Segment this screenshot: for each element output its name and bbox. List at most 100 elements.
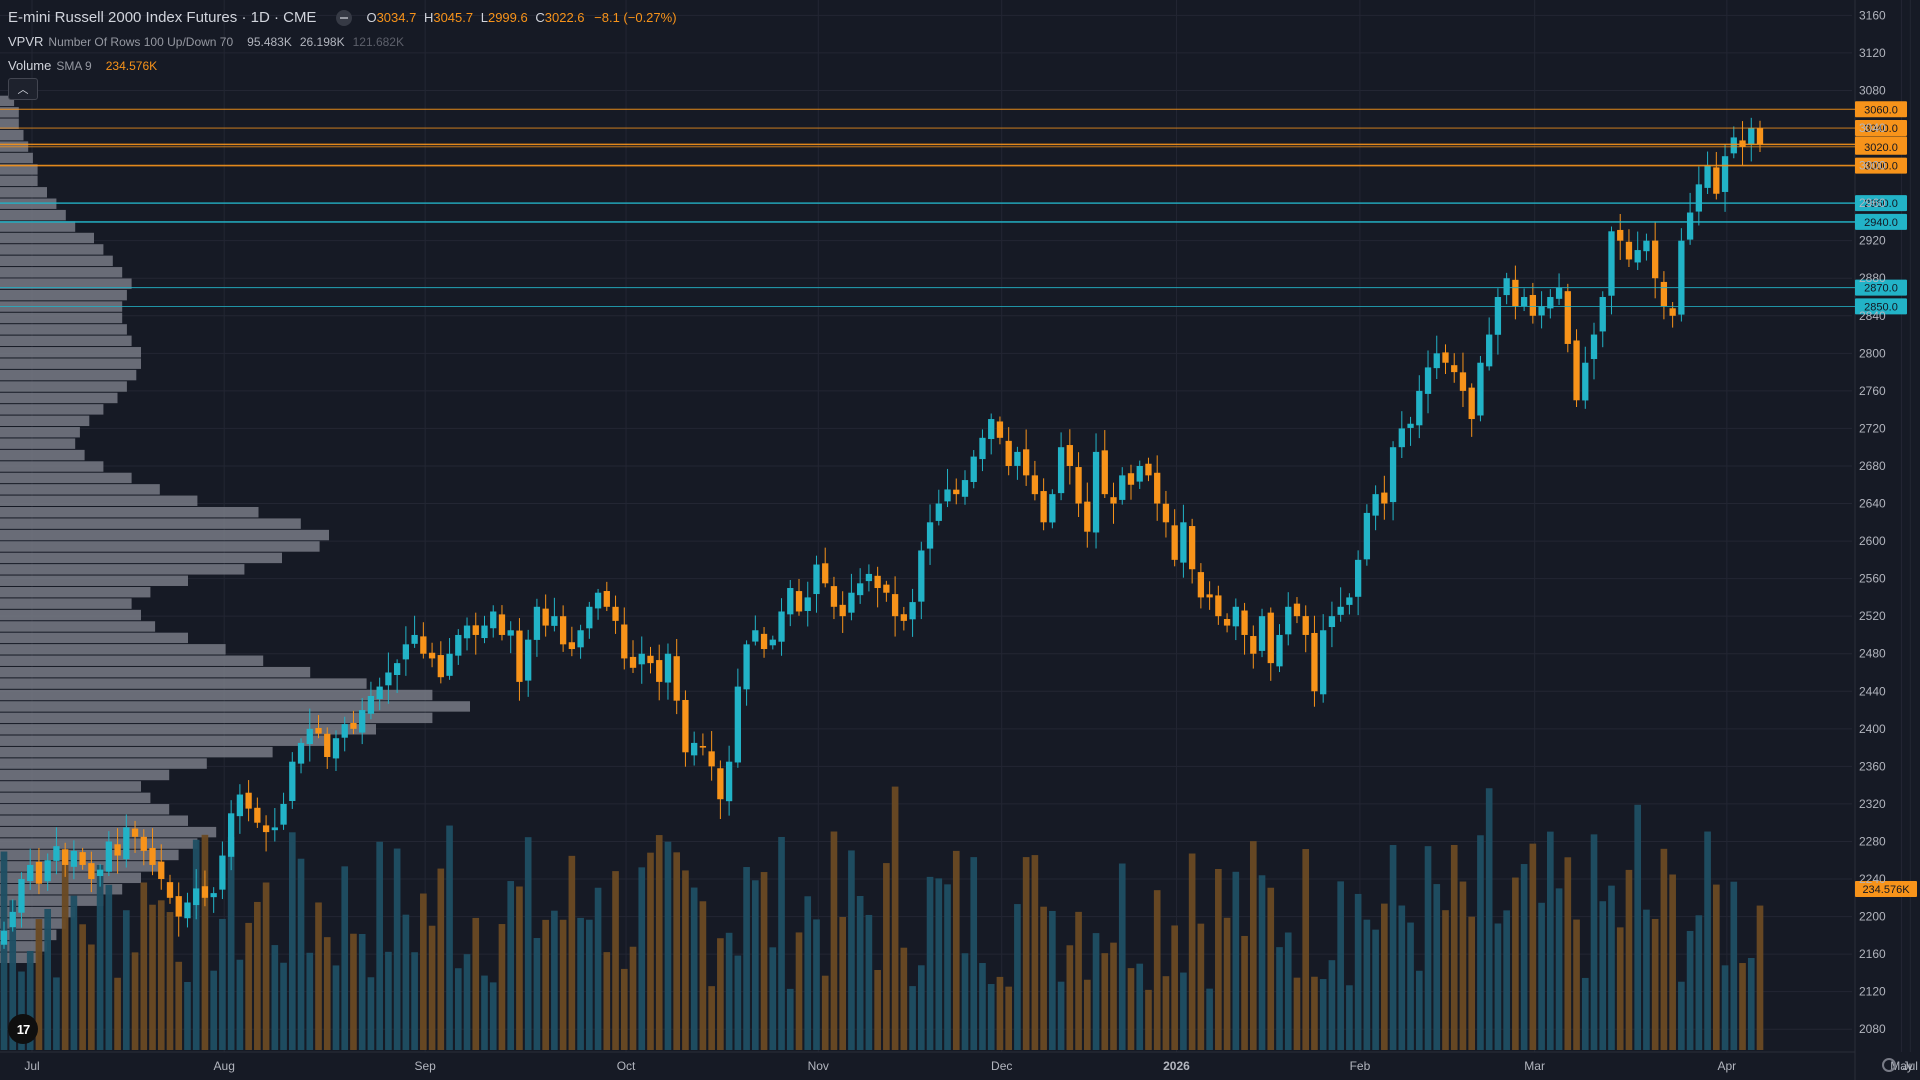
volume-bar [26,950,34,1050]
indicator-volume[interactable]: Volume SMA 9 234.576K [8,54,677,78]
volume-bar [917,965,925,1050]
candle-body [1267,612,1274,664]
candle-body [1520,297,1528,307]
candle-body [262,825,270,833]
candle-body [254,807,261,823]
volume-profile [0,95,470,964]
level-price-tag[interactable] [1855,138,1907,155]
volume-bar [1319,979,1327,1050]
volume-bar [1145,989,1152,1050]
candle-body [551,616,558,626]
level-price-tag[interactable] [1855,195,1907,212]
profile-row [0,884,123,895]
level-price-tag[interactable] [1855,157,1907,174]
volume-bar [682,870,689,1050]
collapse-legend-button[interactable]: ︿ [8,78,38,100]
open-value: 3034.7 [376,10,417,25]
price-tick-label: 3080 [1859,83,1886,97]
candle-body [647,655,654,664]
level-price-tag[interactable] [1855,279,1907,296]
volume-bar [891,786,899,1050]
volume-bar [804,896,812,1050]
volume-bar [708,986,715,1050]
candle-body [227,813,235,857]
candle-body [149,847,156,865]
volume-bar [1389,845,1397,1050]
candle-body [568,642,576,650]
volume-bar [1695,915,1703,1050]
volume-bar [524,837,532,1050]
symbol-row: E-mini Russell 2000 Index Futures · 1D ·… [8,6,677,30]
candle-body [359,710,366,733]
volume-bar [18,971,25,1050]
volume-value-tag [1855,881,1917,897]
candle-body [219,855,226,890]
volume-bar [551,910,558,1050]
candle-body [175,896,182,917]
profile-row [0,484,160,495]
volume-bar [271,945,279,1050]
profile-row [0,712,433,724]
volume-bar [184,981,191,1050]
volume-bar [140,882,148,1050]
tradingview-logo-icon[interactable]: 17 [8,1014,38,1044]
volume-bar [1608,885,1615,1050]
candle-body [306,728,313,745]
candle-body [1337,606,1344,615]
price-tick-label: 2800 [1859,346,1886,360]
candle-body [105,841,112,872]
level-price-tag[interactable] [1855,213,1907,230]
symbol-title[interactable]: E-mini Russell 2000 Index Futures · 1D ·… [8,9,317,26]
price-tick-label: 2640 [1859,497,1886,511]
profile-row [0,335,132,347]
profile-row [0,826,217,838]
volume-bar [1311,976,1318,1050]
horizontal-levels[interactable]: 3060.03040.03022.63020.03000.02960.02940… [0,101,1917,897]
volume-bar [1547,831,1554,1050]
level-price-tag[interactable] [1855,120,1907,137]
candle-body [1014,451,1021,466]
candle-body [656,660,663,682]
profile-row [0,632,188,644]
candle-body [1215,595,1222,617]
candle-body [1695,184,1702,212]
indicator-value: 121.682K [352,35,404,49]
time-tick-label: Jul [24,1059,39,1073]
open-label: O [366,10,377,25]
volume-bar [79,924,86,1050]
candle-body [848,592,855,613]
candle-body [1101,450,1108,495]
volume-bar [987,984,995,1050]
indicator-vpvr[interactable]: VPVR Number Of Rows 100 Up/Down 70 95.48… [8,30,677,54]
candle-body [1250,636,1257,654]
indicator-value: 234.576K [105,59,158,73]
time-tick-label: Dec [991,1059,1012,1073]
profile-row [0,267,123,278]
price-axis[interactable]: 3160 3120 3080 3040 3000 2960 2920 2880 2840 2800… [1859,8,1886,1036]
level-price-label: 3040.0 [1864,123,1898,135]
level-price-tag[interactable] [1855,101,1907,118]
indicator-params: SMA 9 [56,59,92,73]
candle-body [1486,334,1493,367]
volume-bar [1083,979,1091,1050]
candle-body [18,879,25,913]
volume-bar [1127,968,1135,1050]
candle-body [446,653,453,676]
volume-bar [821,975,829,1050]
candle-body [926,522,934,549]
candle-body [752,630,759,642]
time-axis[interactable]: JulAugSepOctNovDec2026FebMarAprMayJunJul [24,1059,1920,1073]
volume-bar [122,910,130,1050]
profile-row [0,746,273,758]
level-price-tag[interactable] [1855,298,1907,315]
hide-icon[interactable] [336,10,353,26]
volume-bar [437,868,445,1050]
candle-body [472,625,479,635]
price-tick-label: 2480 [1859,647,1886,661]
volume-bar [848,850,855,1050]
gear-icon[interactable] [1882,1058,1896,1072]
candle-body [900,614,907,621]
price-tick-label: 2880 [1859,271,1886,285]
candle-body [760,633,768,650]
